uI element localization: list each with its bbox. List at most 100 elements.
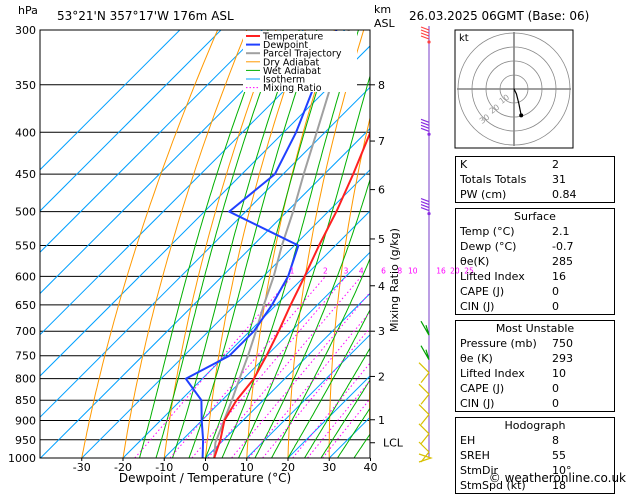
table-row-value: 55 [552, 448, 566, 463]
table-row-label: SREH [460, 448, 552, 463]
table-row: CIN (J)0 [456, 299, 614, 314]
isotherm-line [0, 30, 304, 458]
datetime-label: 26.03.2025 06GMT (Base: 06) [409, 9, 589, 23]
mixing-ratio-label: 1 [290, 266, 295, 275]
lcl-label: LCL [383, 437, 404, 450]
pressure-tick-label: 650 [15, 299, 36, 312]
pressure-tick-label: 550 [15, 239, 36, 252]
wind-barb [419, 405, 429, 425]
wind-barb [421, 346, 429, 360]
table-row-label: PW (cm) [460, 187, 552, 202]
pressure-tick-label: 850 [15, 394, 36, 407]
dry-adiabat-line [620, 30, 629, 458]
table-row-label: CIN (J) [460, 396, 552, 411]
mixing-ratio-line [170, 276, 325, 458]
wind-barb-dot [427, 40, 430, 43]
table-row-label: CAPE (J) [460, 284, 552, 299]
km-tick-label: 2 [378, 370, 385, 383]
wind-barb-feather [421, 208, 429, 211]
table-row-label: Lifted Index [460, 366, 552, 381]
mixing-ratio-line [249, 276, 400, 458]
table-row-label: CAPE (J) [460, 381, 552, 396]
table-row: CAPE (J)0 [456, 284, 614, 299]
pressure-tick-label: 350 [15, 79, 36, 92]
pressure-tick-label: 450 [15, 168, 36, 181]
wind-barb-feather [421, 205, 429, 208]
wind-barb-feather [421, 202, 429, 205]
table-row-label: Pressure (mb) [460, 336, 552, 351]
pressure-tick-label: 1000 [8, 452, 36, 465]
pressure-tick-label: 950 [15, 434, 36, 447]
table-row-label: Lifted Index [460, 269, 552, 284]
table-row-value: 285 [552, 254, 573, 269]
legend-entry: Mixing Ratio [263, 83, 322, 94]
table-row: Dewp (°C)-0.7 [456, 239, 614, 254]
x-tick-label: -30 [73, 461, 91, 474]
parcel-trajectory-line [214, 30, 349, 458]
pressure-tick-label: 400 [15, 126, 36, 139]
mixing-ratio-label: 3 [344, 266, 349, 275]
wind-barb-feather [421, 128, 429, 131]
wind-barb-feather [421, 119, 429, 122]
pressure-tick-label: 500 [15, 206, 36, 219]
wind-barb-feather [421, 125, 429, 128]
hodograph-table-title: Hodograph [456, 418, 614, 433]
x-tick-label: 30 [322, 461, 336, 474]
dry-adiabat-line [206, 30, 306, 458]
isotherm-line [41, 30, 469, 458]
table-row-value: 0 [552, 381, 559, 396]
mixing-ratio-label: 16 [436, 266, 446, 275]
location-label: 53°21'N 357°17'W 176m ASL [57, 9, 234, 23]
unstable-title: Most Unstable [456, 321, 614, 336]
pressure-tick-label: 300 [15, 24, 36, 37]
x-axis-title: Dewpoint / Temperature (°C) [119, 471, 291, 485]
table-row-value: 0 [552, 284, 559, 299]
dry-adiabat-line [409, 30, 452, 458]
wind-barb-feather [421, 30, 429, 33]
table-row-label: K [460, 157, 552, 172]
pressure-tick-label: 800 [15, 373, 36, 386]
y-axis-right-title: Mixing Ratio (g/kg) [388, 228, 401, 332]
asl-unit-label: ASL [374, 17, 396, 30]
table-row-label: Dewp (°C) [460, 239, 552, 254]
km-tick-label: 5 [378, 233, 385, 246]
pressure-tick-label: 700 [15, 325, 36, 338]
table-row-label: Temp (°C) [460, 224, 552, 239]
table-row-value: 0 [552, 299, 559, 314]
table-row: θe (K)293 [456, 351, 614, 366]
table-row-value: 31 [552, 172, 566, 187]
mixing-ratio-label: 2 [323, 266, 328, 275]
table-row-value: 2.1 [552, 224, 570, 239]
table-row-value: 0.84 [552, 187, 577, 202]
pressure-tick-label: 600 [15, 270, 36, 283]
km-tick-label: 7 [378, 135, 385, 148]
table-row-label: θe (K) [460, 351, 552, 366]
table-row-label: θe(K) [460, 254, 552, 269]
wind-barb [419, 363, 429, 383]
wind-barb [419, 384, 429, 404]
wind-barbs [419, 26, 431, 462]
table-row: PW (cm)0.84 [456, 187, 614, 202]
table-row-value: -0.7 [552, 239, 573, 254]
table-row-value: 750 [552, 336, 573, 351]
km-tick-label: 1 [378, 414, 385, 427]
km-tick-label: 3 [378, 325, 385, 338]
pressure-tick-label: 900 [15, 415, 36, 428]
wind-barb-dot [427, 133, 430, 136]
wind-barb-dot [427, 212, 430, 215]
table-row: Pressure (mb)750 [456, 336, 614, 351]
km-tick-label: 6 [378, 184, 385, 197]
mixing-ratio-label: 6 [381, 266, 386, 275]
mixing-ratio-label: 10 [408, 266, 418, 275]
hpa-unit-label: hPa [18, 4, 38, 17]
